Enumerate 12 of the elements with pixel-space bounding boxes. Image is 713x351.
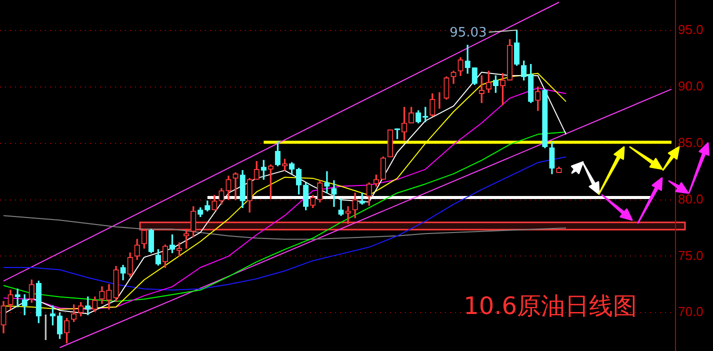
y-tick-label: 75.0 xyxy=(678,248,704,263)
y-tick-label: 80.0 xyxy=(678,191,704,206)
y-tick-label: 95.0 xyxy=(678,22,704,38)
annotation: 95.03 xyxy=(450,26,487,41)
candlestick xyxy=(324,171,330,194)
y-tick-label: 85.0 xyxy=(678,134,704,150)
candlestick xyxy=(331,180,337,207)
y-tick-label: 70.0 xyxy=(678,304,704,320)
text: 10.6原油日线图 xyxy=(464,291,637,322)
candlestick xyxy=(14,288,20,308)
candlestick xyxy=(232,172,238,200)
y-tick-label: 90.0 xyxy=(678,78,704,94)
